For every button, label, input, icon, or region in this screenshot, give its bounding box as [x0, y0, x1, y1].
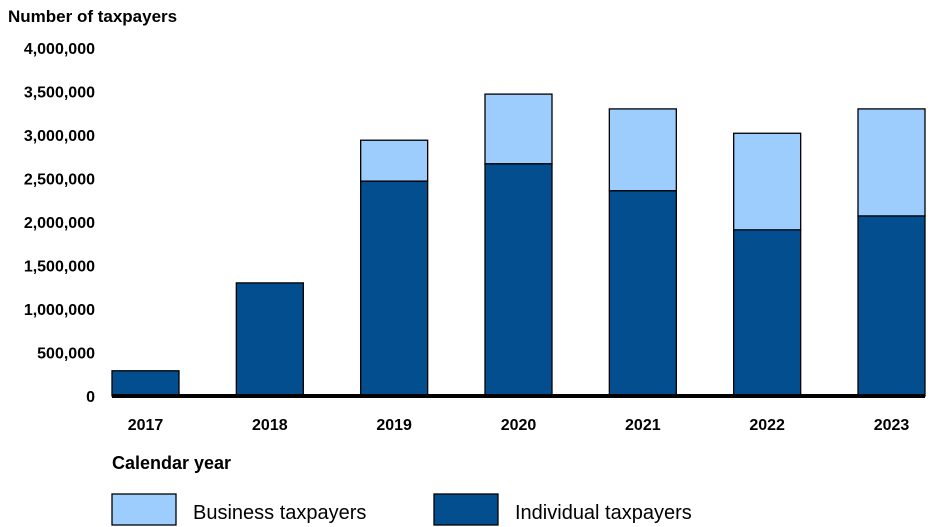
legend-swatch-individual [433, 493, 499, 526]
y-tick-label: 2,500,000 [24, 172, 95, 189]
bar-individual-2020 [484, 163, 553, 397]
x-tick-label: 2022 [749, 417, 785, 434]
bar-business-2022 [733, 132, 802, 231]
legend-label-business: Business taxpayers [193, 502, 366, 524]
bar-business-2021 [608, 108, 677, 192]
y-tick-label: 2,000,000 [24, 215, 95, 232]
bars [111, 93, 926, 397]
legend: Business taxpayers Individual taxpayers [111, 493, 692, 526]
x-tick-label: 2021 [625, 417, 661, 434]
y-tick-label: 500,000 [37, 346, 95, 363]
legend-swatch-business [111, 493, 177, 526]
bar-individual-2019 [360, 180, 429, 397]
bar-business-2020 [484, 93, 553, 165]
bar-business-2019 [360, 139, 429, 182]
x-tick-label: 2023 [874, 417, 910, 434]
y-tick-label: 3,000,000 [24, 128, 95, 145]
y-axis-title: Number of taxpayers [8, 7, 177, 26]
legend-label-individual: Individual taxpayers [515, 502, 692, 524]
x-axis-title: Calendar year [112, 453, 231, 473]
x-tick-label: 2017 [128, 417, 164, 434]
bar-individual-2021 [608, 190, 677, 397]
y-tick-label: 1,500,000 [24, 259, 95, 276]
x-tick-label: 2020 [501, 417, 537, 434]
y-tick-label: 3,500,000 [24, 85, 95, 102]
y-tick-label: 4,000,000 [24, 41, 95, 58]
bar-individual-2017 [111, 370, 180, 397]
bar-business-2023 [857, 108, 926, 217]
bar-individual-2018 [235, 282, 304, 397]
bar-individual-2022 [733, 229, 802, 397]
x-axis-ticks: 2017 2018 2019 2020 2021 2022 2023 [128, 417, 910, 434]
x-tick-label: 2019 [376, 417, 412, 434]
y-axis-ticks: 0 500,000 1,000,000 1,500,000 2,000,000 2,500… [24, 41, 95, 406]
y-tick-label: 1,000,000 [24, 302, 95, 319]
y-tick-label: 0 [86, 389, 95, 406]
bar-individual-2023 [857, 215, 926, 397]
x-tick-label: 2018 [252, 417, 288, 434]
